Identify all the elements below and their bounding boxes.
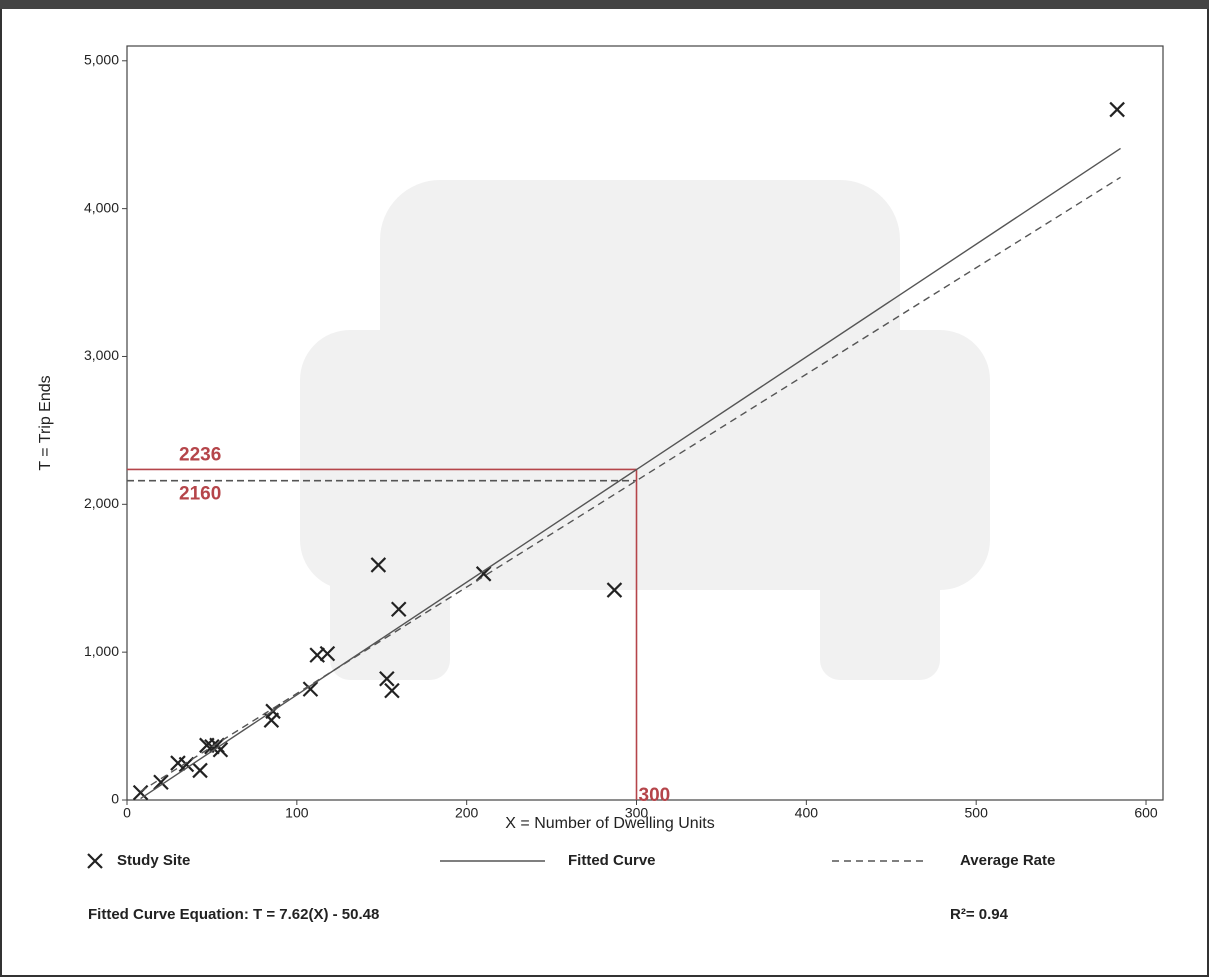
top-bar: [0, 0, 1209, 9]
x-tick-label: 0: [123, 805, 131, 821]
y-tick-label: 5,000: [84, 51, 119, 67]
y-tick-label: 0: [111, 791, 119, 807]
guide-x-label: 300: [639, 785, 671, 806]
y-tick-label: 2,000: [84, 495, 119, 511]
legend-label: Fitted Curve: [568, 852, 656, 869]
x-tick-label: 300: [625, 805, 649, 821]
study-site-point: [385, 684, 399, 698]
x-tick-label: 100: [285, 805, 309, 821]
legend-label: Average Rate: [960, 852, 1055, 869]
legend-marker: [88, 854, 102, 868]
x-tick-label: 200: [455, 805, 479, 821]
x-tick-label: 400: [795, 805, 819, 821]
study-site-point: [1110, 103, 1124, 117]
y-tick-label: 1,000: [84, 643, 119, 659]
x-tick-label: 500: [965, 805, 989, 821]
x-tick-label: 600: [1134, 805, 1158, 821]
y-tick-label: 3,000: [84, 347, 119, 363]
y-axis-label: T = Trip Ends: [37, 375, 54, 470]
chart: X = Number of Dwelling Units T = Trip En…: [0, 0, 1209, 977]
y-tick-label: 4,000: [84, 199, 119, 215]
x-axis-label: X = Number of Dwelling Units: [505, 815, 714, 832]
guide-label: 2160: [179, 484, 221, 505]
legend-label: Study Site: [117, 852, 190, 869]
r-squared: R²= 0.94: [950, 906, 1009, 923]
study-site-point: [193, 763, 207, 777]
guide-label: 2236: [179, 444, 221, 465]
equation: Fitted Curve Equation: T = 7.62(X) - 50.…: [88, 906, 379, 923]
